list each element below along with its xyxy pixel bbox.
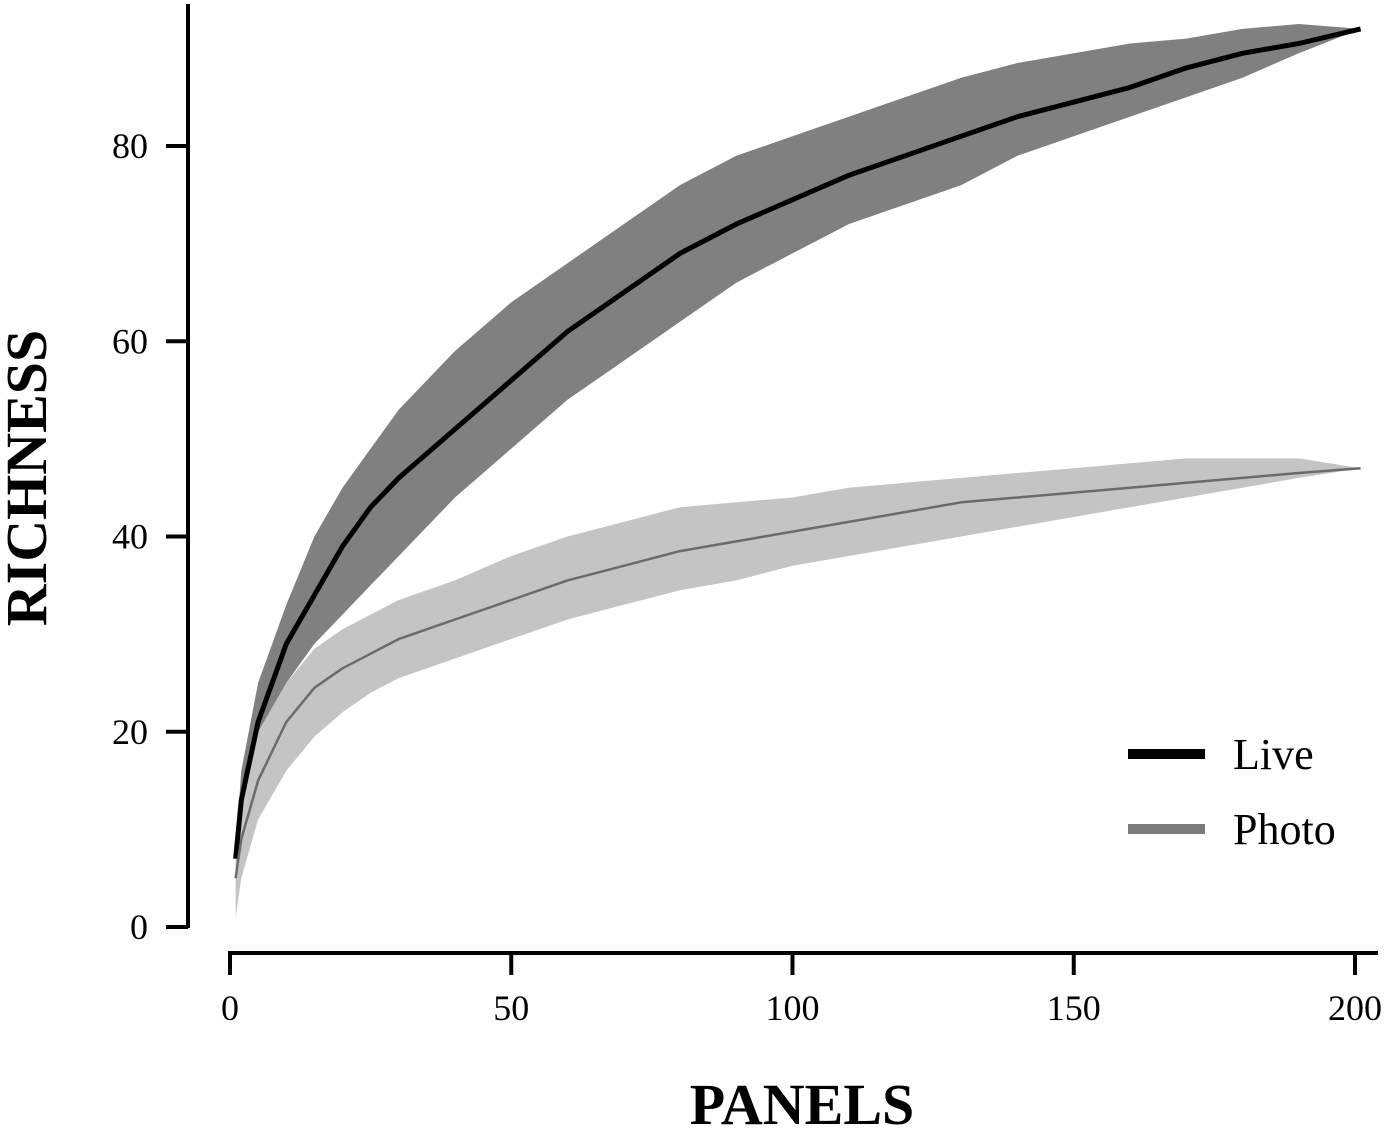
band-photo	[235, 458, 1361, 918]
x-tick-label-50: 50	[493, 988, 529, 1028]
y-tick-label-20: 20	[112, 712, 148, 752]
band-live	[235, 24, 1361, 869]
legend-label-live: Live	[1233, 730, 1314, 779]
line-photo	[234, 466, 1361, 879]
y-axis-title: RICHNESS	[0, 330, 59, 627]
x-axis-title: PANELS	[690, 1072, 915, 1132]
legend: Live Photo	[1128, 730, 1336, 854]
x-axis-ticks: 0 50 100 150 200	[221, 953, 1382, 1028]
x-tick-label-150: 150	[1047, 988, 1101, 1028]
x-tick-label-0: 0	[221, 988, 239, 1028]
y-tick-label-80: 80	[112, 126, 148, 166]
y-tick-label-0: 0	[130, 907, 148, 947]
x-tick-label-100: 100	[766, 988, 820, 1028]
series-lines	[233, 26, 1362, 879]
confidence-bands	[235, 24, 1361, 918]
y-tick-label-60: 60	[112, 321, 148, 361]
y-tick-label-40: 40	[112, 517, 148, 557]
legend-label-photo: Photo	[1233, 805, 1336, 854]
line-live	[233, 26, 1362, 859]
y-axis-ticks: 0 20 40 60 80	[112, 126, 188, 947]
x-tick-label-200: 200	[1328, 988, 1382, 1028]
